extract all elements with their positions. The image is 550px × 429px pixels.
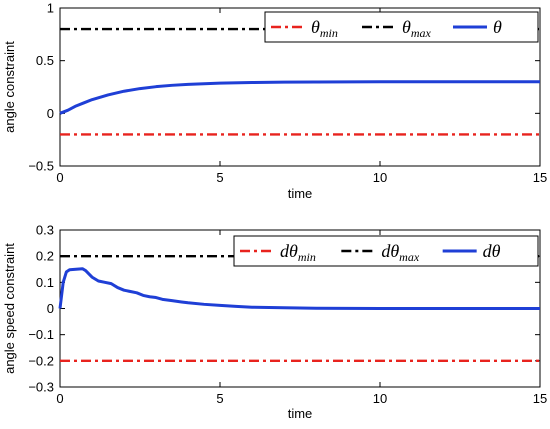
y-tick-label: 0 xyxy=(47,106,54,121)
y-tick-label: −0.1 xyxy=(28,327,54,342)
legend-entry: dθ xyxy=(483,241,501,261)
series-line-value xyxy=(58,267,540,310)
legend-symbol: dθ xyxy=(483,241,501,261)
legend-subscript: min xyxy=(298,250,316,264)
legend-entry: θ xyxy=(493,17,502,37)
x-tick-label: 15 xyxy=(533,170,547,185)
y-tick-label: 0.3 xyxy=(36,223,54,238)
legend-subscript: max xyxy=(399,250,420,264)
y-tick-label: 1 xyxy=(47,1,54,16)
x-tick-label: 5 xyxy=(216,170,223,185)
x-tick-label: 0 xyxy=(56,170,63,185)
x-tick-label: 10 xyxy=(373,170,387,185)
x-tick-label: 0 xyxy=(56,391,63,406)
x-tick-label: 10 xyxy=(373,391,387,406)
x-axis-label: time xyxy=(288,186,313,201)
x-axis-label: time xyxy=(288,406,313,421)
legend-entry: dθmin xyxy=(280,241,316,264)
legend-subscript: min xyxy=(320,26,338,40)
legend-entry: dθmax xyxy=(381,241,420,264)
y-tick-label: 0.1 xyxy=(36,275,54,290)
series-line-value xyxy=(59,80,540,115)
y-axis-label: angle speed constraint xyxy=(2,243,17,374)
y-tick-label: −0.3 xyxy=(28,380,54,395)
y-tick-label: 0 xyxy=(47,301,54,316)
y-tick-label: 0.2 xyxy=(36,249,54,264)
y-tick-label: 0.5 xyxy=(36,53,54,68)
legend-box xyxy=(264,11,539,43)
legend-symbol: θ xyxy=(493,17,502,37)
legend-symbol: θ xyxy=(311,17,320,37)
y-tick-label: −0.5 xyxy=(28,159,54,174)
legend: dθmin dθmax dθ xyxy=(233,235,539,267)
legend-subscript: max xyxy=(411,26,432,40)
x-tick-label: 5 xyxy=(216,391,223,406)
y-tick-label: −0.2 xyxy=(28,353,54,368)
legend: θmin θmax θ xyxy=(264,11,539,43)
legend-box xyxy=(233,235,539,267)
legend-entry: θmin xyxy=(311,17,338,40)
legend-symbol: dθ xyxy=(381,241,399,261)
y-axis-label: angle constraint xyxy=(2,41,17,133)
legend-entry: θmax xyxy=(402,17,432,40)
chart-angle-speed-constraint: 0 5 10 15 0.3 0.2 0.1 0 −0.1 −0.2 −0.3 time angle sp… xyxy=(2,223,547,422)
x-tick-label: 15 xyxy=(533,391,547,406)
legend-symbol: θ xyxy=(402,17,411,37)
legend-symbol: dθ xyxy=(280,241,298,261)
